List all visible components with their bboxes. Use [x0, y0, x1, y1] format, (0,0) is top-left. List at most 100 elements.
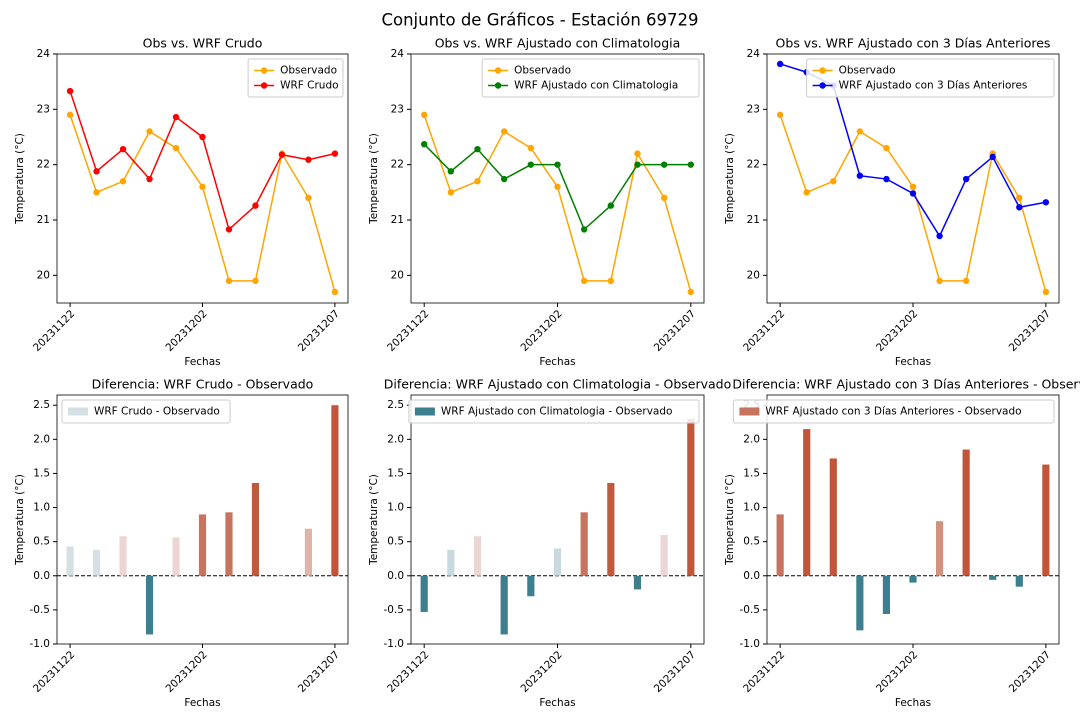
y-tick-label: 0.0: [33, 570, 50, 582]
data-point: [447, 168, 455, 175]
y-tick-label: 0.5: [33, 536, 50, 548]
data-point: [199, 133, 206, 141]
y-tick-label: 20: [747, 269, 760, 281]
data-point: [962, 277, 970, 285]
bar: [856, 575, 864, 631]
data-point: [687, 161, 695, 168]
axes-title: Diferencia: WRF Ajustado con Climatologi…: [384, 377, 732, 392]
legend-marker: [819, 67, 826, 74]
legend: Observado WRF Ajustado con 3 Días Anterio…: [806, 58, 1055, 98]
legend-label: WRF Crudo - Observado: [94, 406, 220, 418]
legend-box: [61, 399, 231, 424]
bar: [580, 512, 588, 576]
y-tick-label: 21: [747, 214, 760, 226]
y-tick-label: -1.0: [30, 638, 51, 650]
y-tick-label: 23: [37, 103, 50, 115]
data-point: [331, 150, 339, 157]
data-point: [687, 288, 695, 296]
data-point: [776, 60, 784, 68]
legend-box: [247, 58, 344, 98]
bar: [989, 575, 997, 580]
y-tick-label: 21: [37, 214, 50, 226]
data-point: [305, 156, 312, 163]
legend-label: WRF Ajustado con 3 Días Anteriores - Obs…: [765, 406, 1021, 418]
data-point: [225, 277, 233, 285]
y-tick-label: 2.5: [387, 399, 404, 411]
legend-box: [408, 399, 700, 424]
axes-frame: [56, 394, 349, 645]
legend-label: Observado: [514, 65, 571, 77]
bar: [251, 483, 260, 576]
data-point: [1016, 204, 1023, 211]
data-point: [252, 202, 259, 209]
y-tick-label: 20: [37, 269, 50, 281]
legend-marker: [260, 67, 268, 74]
legend-label: WRF Crudo: [280, 80, 338, 92]
data-point: [856, 128, 864, 135]
x-tick-label: 20231122: [31, 308, 77, 354]
bar: [882, 575, 891, 614]
bar: [909, 575, 917, 583]
legend-swatch: [739, 407, 760, 416]
x-tick-label: 20231202: [874, 649, 920, 695]
y-axis-label: Temperatura (°C): [724, 133, 736, 225]
y-tick-label: 1.5: [33, 467, 50, 479]
y-tick-label: 24: [747, 48, 761, 60]
y-tick-label: -1.0: [740, 638, 761, 650]
series-line: [779, 114, 1047, 293]
axes-frame: [410, 53, 705, 304]
x-tick-label: 20231122: [31, 649, 77, 695]
legend-label: WRF Ajustado con Climatologia: [514, 80, 678, 92]
y-tick-label: 1.0: [743, 502, 760, 514]
axes-frame: [766, 394, 1060, 645]
data-point: [93, 189, 100, 196]
x-tick-label: 20231122: [741, 308, 787, 354]
y-tick-label: 1.0: [33, 502, 50, 514]
legend: WRF Crudo - Observado: [61, 399, 231, 424]
legend-box: [806, 58, 1055, 98]
legend: WRF Ajustado con 3 Días Anteriores - Obs…: [732, 399, 1055, 424]
y-tick-label: 0.5: [743, 536, 760, 548]
series-line: [69, 90, 336, 231]
x-tick-label: 20231207: [296, 649, 342, 695]
axes-title: Obs vs. WRF Ajustado con 3 Días Anterior…: [776, 36, 1051, 51]
data-point: [776, 111, 784, 119]
bar: [935, 521, 944, 576]
y-axis-label: Temperatura (°C): [724, 474, 736, 566]
data-point: [199, 183, 206, 190]
y-tick-label: 23: [747, 103, 760, 115]
y-tick-label: 24: [391, 48, 405, 60]
legend-marker: [494, 67, 502, 74]
data-point: [66, 87, 74, 95]
x-tick-label: 20231202: [163, 308, 209, 354]
data-point: [1016, 194, 1023, 202]
data-point: [989, 153, 996, 161]
data-point: [856, 172, 864, 179]
x-axis-label: Fechas: [895, 356, 931, 368]
bar: [119, 536, 127, 576]
y-tick-label: 23: [391, 103, 404, 115]
bar: [66, 546, 74, 576]
legend-label: Observado: [839, 65, 896, 77]
data-point: [474, 178, 481, 185]
bar: [660, 534, 668, 576]
bar: [633, 575, 642, 590]
y-tick-label: 20: [391, 269, 404, 281]
data-point: [936, 232, 943, 240]
bar: [331, 405, 339, 576]
bar: [420, 575, 428, 612]
y-tick-label: 0.0: [387, 570, 404, 582]
data-point: [580, 277, 588, 285]
y-tick-label: 22: [747, 159, 760, 171]
data-point: [883, 175, 890, 183]
data-point: [554, 183, 561, 190]
data-point: [830, 178, 837, 185]
bar: [500, 575, 508, 635]
legend-marker: [819, 82, 826, 89]
data-point: [580, 226, 588, 233]
data-point: [527, 144, 535, 152]
axes-frame: [766, 53, 1060, 304]
x-tick-label: 20231207: [652, 649, 698, 695]
data-point: [447, 189, 455, 196]
